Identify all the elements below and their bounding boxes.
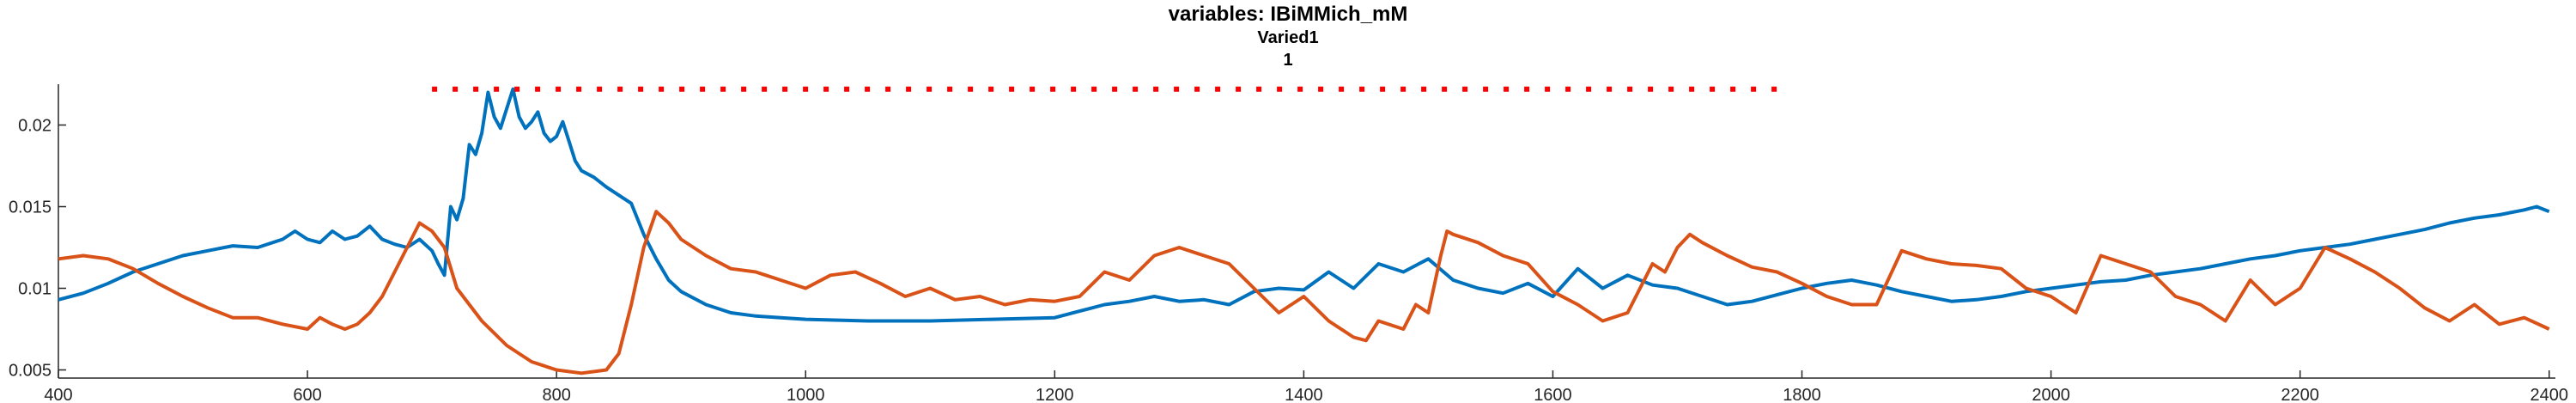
chart-subtitle-2: 1 [1283, 51, 1292, 70]
x-tick-label: 1600 [1534, 386, 1572, 403]
y-tick-label: 0.02 [18, 117, 52, 136]
plot-area: 400 600 800 1000 1200 1400 1600 1800 2000 2200 240… [9, 84, 2568, 403]
x-tick-label: 1200 [1036, 386, 1074, 403]
x-tick-label: 2000 [2032, 386, 2070, 403]
chart-subtitle: Varied1 [1257, 28, 1318, 47]
chart-title: variables: IBiMMich_mM [1169, 3, 1408, 26]
x-tick-label: 1800 [1783, 386, 1821, 403]
x-tick-label: 1400 [1285, 386, 1323, 403]
series-line-1 [58, 87, 2550, 323]
y-tick-label: 0.01 [18, 280, 52, 299]
x-tick-label: 2400 [2530, 386, 2568, 403]
series-line-2 [58, 210, 2550, 376]
x-tick-label: 800 [542, 386, 570, 403]
x-tick-label: 1000 [787, 386, 825, 403]
y-tick-label: 0.015 [9, 198, 52, 217]
y-tick-label: 0.005 [9, 362, 52, 381]
x-tick-label: 400 [44, 386, 72, 403]
x-tick-label: 2200 [2281, 386, 2319, 403]
x-tick-label: 600 [293, 386, 321, 403]
